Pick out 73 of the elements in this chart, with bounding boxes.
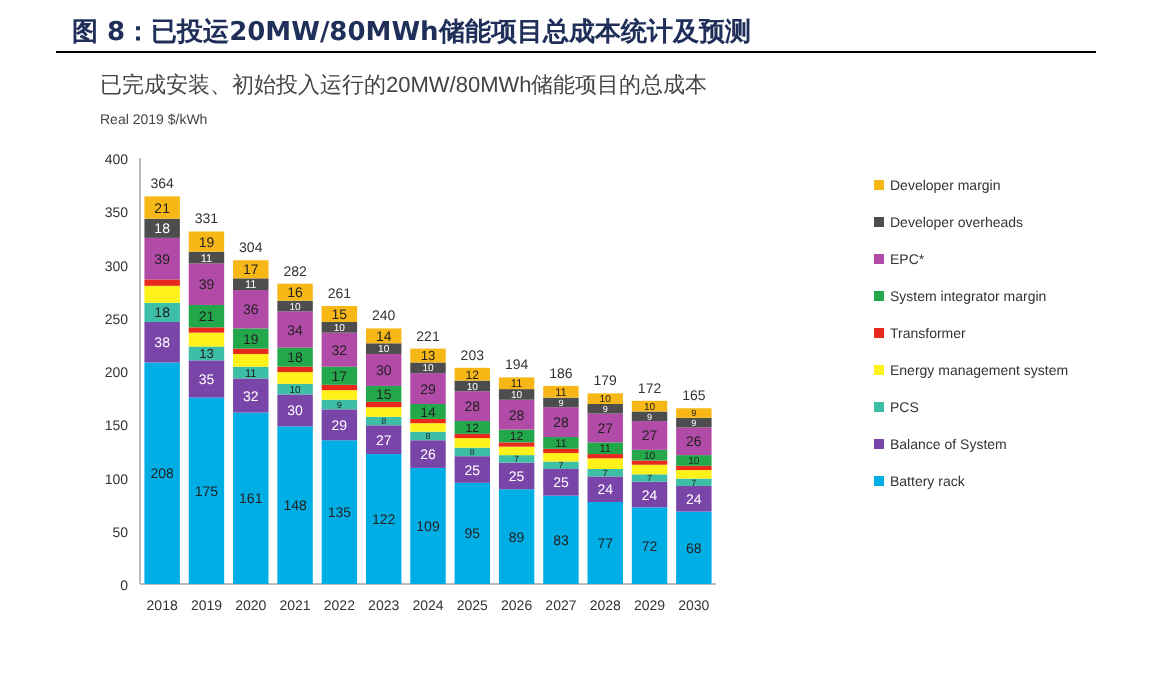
bar [188,231,225,252]
bar [676,465,712,471]
bar [277,366,313,373]
bar [365,454,402,584]
bar [410,440,446,468]
bar [277,372,313,384]
bar [587,458,623,469]
bar [543,453,579,462]
bar [454,391,491,422]
bar [410,423,446,432]
bar [188,263,225,305]
bar [410,373,446,405]
bar [233,378,269,413]
bar [365,407,402,417]
bar [277,426,313,584]
bar [676,486,712,512]
bar [188,332,225,347]
bar [188,397,225,584]
bar [233,278,269,291]
bar [410,467,446,584]
bar [631,411,668,422]
bar [454,433,491,439]
bar [410,362,446,374]
bar [498,489,535,584]
bar [321,384,358,391]
bar [277,311,313,348]
bar [498,446,535,456]
bar [277,394,313,427]
bar [587,501,623,584]
bar [631,507,668,584]
bar [188,327,225,333]
bar [543,437,579,449]
bar [454,456,491,483]
bar [321,332,358,367]
bar [321,440,358,584]
bar [410,418,446,424]
bar [676,408,712,418]
bar [233,353,269,367]
bar [144,362,180,584]
bar [454,482,491,584]
bar [233,412,269,584]
bar [233,328,269,349]
bar [144,279,180,286]
bar [631,421,668,450]
bar [543,468,579,496]
bar [631,464,668,475]
bar [676,470,712,479]
chart-title: 图 8：已投运20MW/80MWh储能项目总成本统计及预测 [72,16,751,48]
bar [365,401,402,408]
bar [144,322,180,363]
bar [543,495,579,584]
bar [144,196,180,219]
bar [498,377,535,390]
bar [321,390,358,400]
chart-subtitle: 已完成安装、初始投入运行的20MW/80MWh储能项目的总成本 [100,72,708,98]
bar [587,476,623,502]
bar [587,404,623,414]
bar [233,348,269,354]
bar [498,399,535,430]
bar [543,385,579,398]
bar [365,425,402,455]
bar [454,438,491,448]
bar [144,237,180,280]
bar [321,409,358,441]
bar [676,427,712,456]
bar [543,407,579,438]
bar [587,393,623,405]
bar [144,285,180,303]
bar [676,455,712,466]
bar [188,360,225,398]
bar [631,474,668,482]
bar [676,511,712,584]
bar [498,455,535,463]
